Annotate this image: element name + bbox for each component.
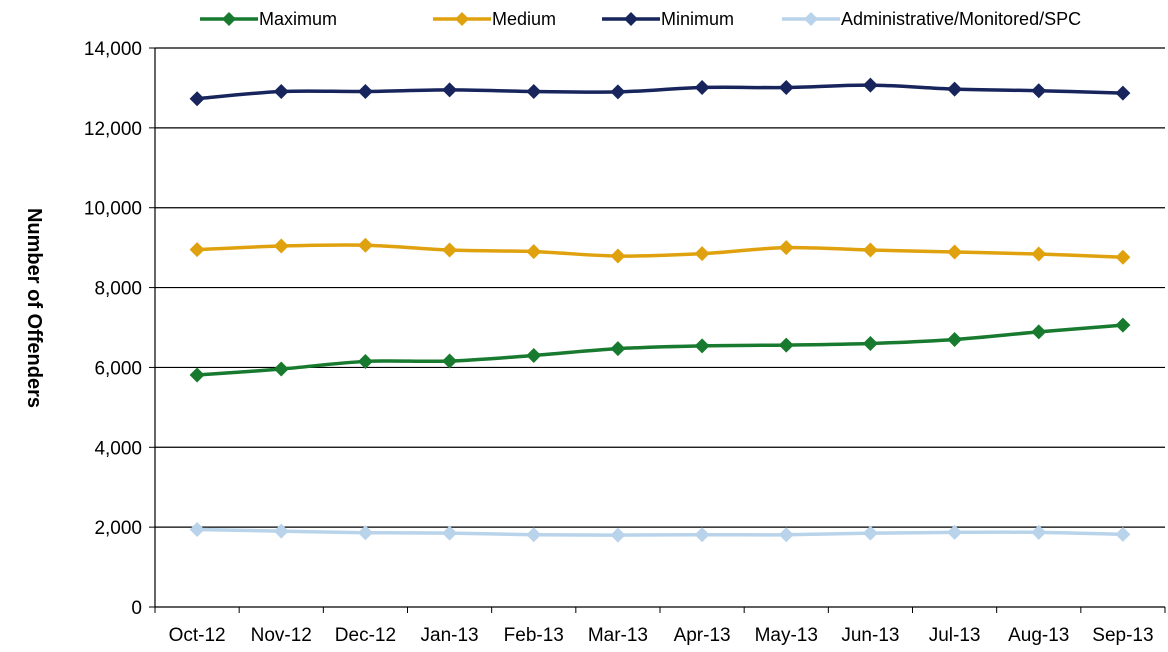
- legend-marker: [455, 12, 469, 26]
- legend-item: Minimum: [602, 9, 734, 29]
- x-tick-label: Apr-13: [674, 625, 731, 646]
- data-point: [357, 353, 373, 369]
- series-lines: [189, 77, 1131, 543]
- series-maximum: [189, 317, 1131, 383]
- data-point: [442, 353, 458, 369]
- data-point: [442, 525, 458, 541]
- data-point: [778, 337, 794, 353]
- series-line: [196, 323, 1124, 377]
- data-point: [862, 525, 878, 541]
- data-point: [442, 82, 458, 98]
- data-point: [694, 246, 710, 262]
- data-point: [357, 525, 373, 541]
- data-point: [610, 84, 626, 100]
- data-point: [694, 338, 710, 354]
- data-point: [526, 347, 542, 363]
- data-point: [862, 335, 878, 351]
- legend-label: Minimum: [661, 9, 734, 29]
- data-point: [778, 80, 794, 96]
- x-tick-label: Nov-12: [251, 625, 312, 646]
- legend-item: Maximum: [200, 9, 337, 29]
- x-tick-label: May-13: [755, 625, 818, 646]
- data-point: [610, 341, 626, 357]
- series-medium: [189, 237, 1131, 265]
- legend-marker: [624, 12, 638, 26]
- data-point: [189, 522, 205, 538]
- data-point: [778, 240, 794, 256]
- x-tick-label: Oct-12: [169, 625, 226, 646]
- data-point: [357, 84, 373, 100]
- data-point: [610, 248, 626, 264]
- legend-label: Maximum: [259, 9, 337, 29]
- x-tick-label: Jan-13: [421, 625, 479, 646]
- data-point: [947, 524, 963, 540]
- series-minimum: [189, 77, 1131, 107]
- y-tick-label: 12,000: [84, 119, 142, 140]
- data-point: [273, 84, 289, 100]
- axes: [154, 48, 1166, 613]
- data-point: [273, 238, 289, 254]
- data-point: [526, 84, 542, 100]
- data-point: [189, 242, 205, 258]
- series-administrative-monitored-spc: [189, 522, 1131, 543]
- x-tick-label: Dec-12: [335, 625, 396, 646]
- x-tick-label: Sep-13: [1092, 625, 1153, 646]
- y-tick-label: 0: [131, 598, 142, 619]
- data-point: [1031, 524, 1047, 540]
- data-point: [1115, 526, 1131, 542]
- legend-marker: [804, 12, 818, 26]
- x-tick-label: Mar-13: [588, 625, 648, 646]
- x-tick-label: Feb-13: [504, 625, 564, 646]
- data-point: [778, 527, 794, 543]
- series-line: [197, 527, 1123, 537]
- data-point: [610, 527, 626, 543]
- legend-item: Administrative/Monitored/SPC: [782, 9, 1081, 29]
- data-point: [357, 237, 373, 253]
- y-tick-label: 14,000: [84, 39, 142, 60]
- legend: Maximum Medium Minimum Administrative/Monit…: [200, 9, 1081, 29]
- data-point: [862, 242, 878, 258]
- y-axis-title: Number of Offenders: [23, 208, 45, 408]
- data-point: [273, 361, 289, 377]
- y-tick-label: 8,000: [94, 279, 142, 300]
- legend-marker: [222, 12, 236, 26]
- data-point: [947, 244, 963, 260]
- y-axis-tick-labels: 0 2,000 4,000 6,000 8,000 10,000 12,000 14,000: [84, 39, 142, 619]
- x-tick-label: Aug-13: [1008, 625, 1069, 646]
- legend-label: Medium: [492, 9, 556, 29]
- legend-label: Administrative/Monitored/SPC: [841, 9, 1081, 29]
- series-line: [196, 83, 1123, 101]
- data-point: [694, 527, 710, 543]
- data-point: [947, 331, 963, 347]
- data-point: [1031, 324, 1047, 340]
- data-point: [862, 77, 878, 93]
- x-tick-label: Jun-13: [841, 625, 899, 646]
- data-point: [1115, 317, 1131, 333]
- data-point: [1031, 246, 1047, 262]
- x-axis-tick-labels: Oct-12 Nov-12 Dec-12 Jan-13 Feb-13 Mar-13 Apr-…: [169, 625, 1154, 646]
- legend-item: Medium: [433, 9, 556, 29]
- data-point: [442, 242, 458, 258]
- y-tick-label: 2,000: [94, 518, 142, 539]
- data-point: [1031, 83, 1047, 99]
- gridlines: [149, 47, 1165, 608]
- y-tick-label: 4,000: [94, 438, 142, 459]
- data-point: [526, 244, 542, 260]
- data-point: [189, 367, 205, 383]
- y-tick-label: 10,000: [84, 199, 142, 220]
- y-tick-label: 6,000: [94, 358, 142, 379]
- data-point: [1115, 249, 1131, 265]
- x-tick-label: Jul-13: [929, 625, 981, 646]
- data-point: [947, 81, 963, 97]
- data-point: [1115, 85, 1131, 101]
- data-point: [189, 91, 205, 107]
- series-line: [197, 243, 1123, 259]
- data-point: [694, 80, 710, 96]
- data-point: [526, 527, 542, 543]
- data-point: [273, 523, 289, 539]
